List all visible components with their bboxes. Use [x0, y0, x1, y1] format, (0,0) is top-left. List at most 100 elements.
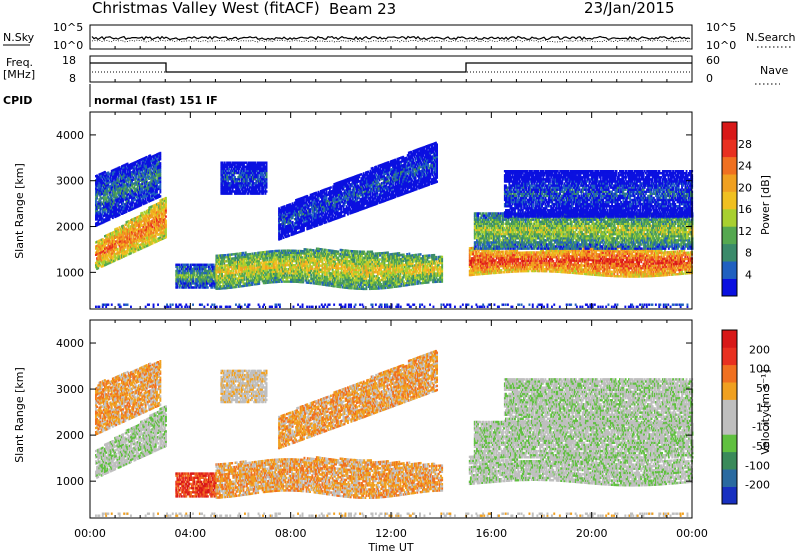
- power-cell: [145, 226, 148, 229]
- power-cell: [193, 274, 196, 277]
- power-cell: [131, 232, 133, 236]
- power-cell: [96, 261, 98, 264]
- power-cell: [118, 193, 121, 196]
- power-cell: [139, 159, 141, 162]
- power-cell: [111, 200, 114, 203]
- power-cell: [108, 203, 111, 207]
- power-cell: [104, 197, 106, 201]
- power-cell: [165, 219, 167, 222]
- power-cell: [209, 276, 211, 279]
- power-cell: [99, 201, 102, 205]
- power-cell: [124, 167, 127, 171]
- power-cell: [102, 250, 105, 253]
- power-cell: [110, 196, 113, 199]
- power-cell: [203, 284, 206, 287]
- power-cell: [141, 244, 144, 248]
- power-cell: [97, 244, 100, 247]
- power-cell: [223, 276, 226, 280]
- power-cell: [124, 246, 127, 249]
- power-cell: [157, 223, 159, 226]
- power-cell: [188, 267, 191, 271]
- power-cell: [212, 267, 215, 271]
- power-cell: [106, 192, 109, 195]
- power-cell: [215, 271, 218, 274]
- power-cell: [104, 263, 106, 267]
- power-cell: [201, 278, 204, 281]
- power-cell: [184, 286, 187, 289]
- power-cell: [126, 239, 129, 242]
- power-cell: [98, 173, 101, 176]
- power-cell: [105, 176, 108, 179]
- power-cell: [110, 204, 113, 208]
- power-cell: [152, 175, 155, 178]
- power-cell: [149, 237, 152, 240]
- power-cell: [99, 255, 102, 258]
- power-cell: [116, 229, 119, 232]
- power-cell: [146, 219, 149, 222]
- power-cell: [109, 213, 112, 216]
- power-cell: [122, 255, 124, 258]
- power-cell: [106, 250, 109, 253]
- power-cell: [192, 286, 195, 289]
- power-cell: [152, 237, 155, 240]
- power-cell: [118, 226, 121, 229]
- power-cell: [160, 198, 163, 202]
- power-cell: [106, 178, 109, 181]
- power-cell: [146, 198, 149, 202]
- power-cell: [101, 252, 104, 255]
- power-cell: [99, 179, 102, 182]
- power-cell: [97, 262, 100, 266]
- power-cell: [122, 208, 124, 211]
- power-cell: [116, 185, 119, 189]
- power-cell: [139, 217, 141, 220]
- power-cell: [128, 209, 131, 212]
- power-cell: [105, 184, 108, 188]
- power-cell: [104, 201, 106, 205]
- power-cell: [102, 206, 105, 209]
- power-cell: [97, 264, 100, 268]
- power-cell: [111, 192, 114, 195]
- power-cell: [122, 193, 124, 196]
- power-cell: [135, 247, 138, 250]
- power-cell: [208, 265, 210, 269]
- power-cell: [150, 199, 153, 202]
- power-cell: [149, 224, 152, 228]
- power-cell: [150, 195, 153, 198]
- power-cell: [100, 221, 103, 225]
- power-cell: [218, 272, 221, 276]
- power-cell: [148, 163, 150, 166]
- power-cell: [158, 224, 161, 228]
- power-cell: [154, 203, 157, 206]
- power-cell: [115, 194, 118, 197]
- power-cell: [153, 177, 156, 180]
- power-cell: [137, 192, 140, 195]
- power-cell: [128, 246, 131, 249]
- power-cell: [143, 217, 146, 220]
- power-cell: [143, 243, 146, 247]
- power-cell: [292, 268, 295, 271]
- power-cell: [134, 219, 137, 222]
- power-cell: [97, 260, 100, 264]
- power-cell: [107, 216, 110, 220]
- power-cell: [209, 267, 211, 271]
- power-cell: [133, 204, 136, 208]
- power-cell: [107, 185, 110, 189]
- cpid-label: CPID: [3, 94, 32, 107]
- power-cell: [182, 263, 184, 266]
- power-cell: [125, 233, 128, 236]
- power-cell: [99, 205, 102, 209]
- power-cell: [136, 195, 139, 198]
- power-cell: [158, 162, 161, 165]
- power-cell: [154, 226, 157, 229]
- power-cell: [104, 177, 106, 180]
- power-cell: [127, 174, 130, 177]
- power-cell: [157, 173, 159, 176]
- power-cell: [133, 221, 136, 224]
- power-cell: [285, 268, 288, 271]
- power-cell: [145, 170, 148, 173]
- power-cell: [130, 206, 132, 209]
- power-cell: [143, 223, 146, 226]
- power-cell: [141, 228, 144, 231]
- power-cell: [218, 281, 221, 284]
- power-cell: [183, 265, 186, 269]
